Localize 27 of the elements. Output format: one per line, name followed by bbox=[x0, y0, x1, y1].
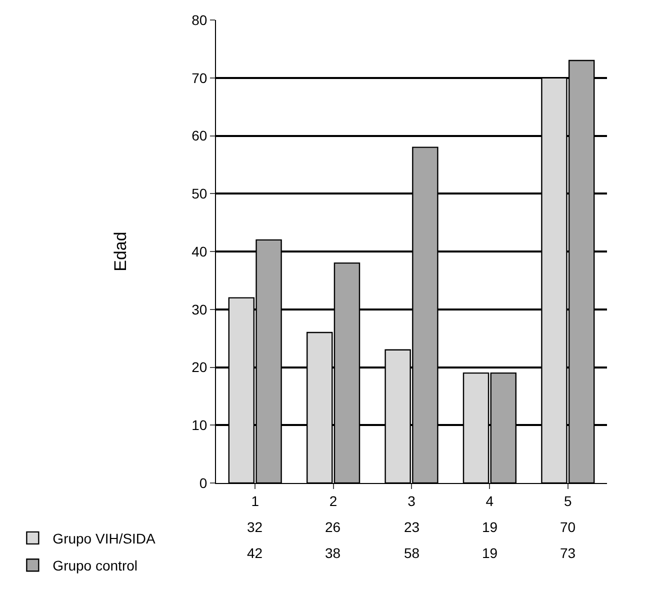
x-tick-label: 2 bbox=[329, 492, 338, 509]
y-tick-label: 0 bbox=[199, 474, 208, 491]
data-label: 26 bbox=[325, 519, 341, 535]
data-label: 32 bbox=[247, 519, 263, 535]
y-axis-title: Edad bbox=[111, 232, 130, 272]
data-label: 19 bbox=[482, 545, 498, 561]
y-tick-label: 70 bbox=[192, 70, 208, 86]
data-label: 23 bbox=[404, 519, 420, 535]
legend-label: Grupo VIH/SIDA bbox=[52, 530, 156, 546]
data-label: 70 bbox=[560, 519, 576, 535]
y-tick-label: 80 bbox=[192, 12, 208, 28]
data-label: 19 bbox=[482, 519, 498, 535]
legend-label: Grupo control bbox=[52, 558, 138, 574]
y-tick-label: 50 bbox=[192, 186, 208, 202]
x-tick-label: 5 bbox=[564, 492, 572, 509]
y-tick-label: 30 bbox=[192, 301, 208, 318]
x-tick-label: 4 bbox=[486, 492, 494, 509]
data-label: 38 bbox=[325, 545, 341, 561]
x-tick-label: 1 bbox=[251, 492, 260, 509]
x-tick-label: 3 bbox=[408, 492, 416, 509]
data-label: 73 bbox=[560, 545, 576, 561]
y-tick-label: 10 bbox=[192, 417, 208, 434]
y-tick-label: 40 bbox=[192, 243, 208, 260]
data-label: 42 bbox=[247, 545, 263, 561]
data-label: 58 bbox=[404, 545, 420, 561]
y-tick-label: 20 bbox=[192, 359, 208, 376]
y-tick-label: 60 bbox=[192, 128, 208, 144]
